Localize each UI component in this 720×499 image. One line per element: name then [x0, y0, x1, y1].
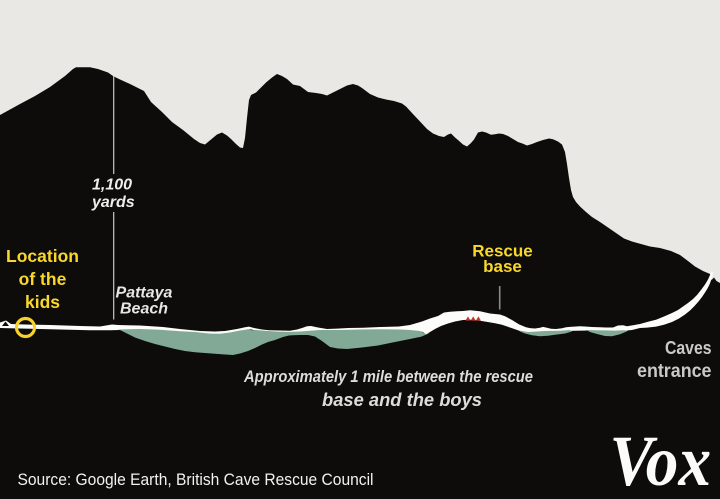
svg-text:yards: yards [91, 194, 135, 211]
svg-text:base and the boys: base and the boys [322, 390, 482, 410]
svg-text:Rescue: Rescue [472, 242, 532, 261]
svg-text:of the: of the [19, 269, 67, 289]
svg-text:kids: kids [25, 292, 60, 312]
svg-text:Pattaya: Pattaya [116, 285, 173, 302]
svg-text:entrance: entrance [637, 360, 712, 382]
svg-text:Source: Google Earth, British: Source: Google Earth, British Cave Rescu… [18, 471, 374, 489]
svg-text:Vox: Vox [610, 422, 712, 499]
svg-text:1,100: 1,100 [92, 177, 132, 194]
svg-text:Approximately 1 mile between t: Approximately 1 mile between the rescue [243, 367, 533, 386]
svg-text:Beach: Beach [120, 301, 168, 318]
svg-text:Location: Location [6, 246, 79, 266]
svg-text:base: base [483, 257, 522, 276]
svg-text:Caves: Caves [665, 337, 712, 358]
